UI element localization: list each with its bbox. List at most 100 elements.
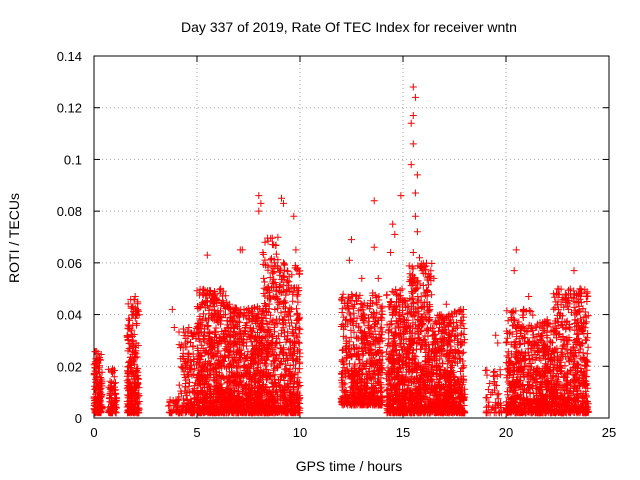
data-point <box>273 334 281 342</box>
data-point <box>215 340 223 348</box>
data-point <box>131 389 139 397</box>
data-point <box>262 397 270 405</box>
data-point <box>132 408 140 416</box>
data-point <box>214 394 222 402</box>
data-point <box>98 368 106 376</box>
data-point <box>295 339 303 347</box>
data-point <box>131 344 139 351</box>
data-point <box>248 401 255 409</box>
data-point <box>129 350 137 358</box>
data-point <box>280 281 288 289</box>
data-point <box>212 324 220 332</box>
data-point <box>204 302 211 309</box>
data-point <box>127 390 135 398</box>
data-point <box>266 318 274 326</box>
data-point <box>262 314 270 322</box>
data-point <box>212 364 220 372</box>
data-point <box>279 272 287 280</box>
data-point <box>96 408 104 416</box>
data-point <box>270 366 277 374</box>
data-point <box>271 321 278 329</box>
data-point <box>208 336 216 344</box>
data-point <box>91 348 99 356</box>
data-point <box>252 371 260 379</box>
data-point <box>231 387 239 395</box>
data-point <box>217 373 225 381</box>
data-point <box>213 347 221 355</box>
data-point <box>285 395 293 403</box>
data-point <box>259 319 267 327</box>
data-point <box>236 390 244 397</box>
data-point <box>252 407 260 415</box>
data-point <box>207 341 214 349</box>
data-point <box>295 270 303 278</box>
data-point <box>203 323 211 331</box>
data-point <box>252 391 260 399</box>
data-point <box>228 368 236 376</box>
data-point <box>295 346 303 354</box>
data-point <box>135 384 143 392</box>
data-point <box>273 293 281 301</box>
data-point <box>178 409 185 417</box>
data-point <box>216 374 224 382</box>
data-point <box>269 269 277 277</box>
data-point <box>124 321 132 329</box>
data-point <box>247 357 255 365</box>
data-point <box>209 353 217 361</box>
data-point <box>264 261 272 269</box>
data-point <box>217 362 225 369</box>
data-point <box>229 404 237 412</box>
data-point <box>196 315 204 323</box>
data-point <box>496 371 504 379</box>
data-point <box>262 371 270 379</box>
data-point <box>131 314 139 322</box>
data-point <box>92 378 100 386</box>
data-point <box>291 401 299 409</box>
data-point <box>383 291 391 299</box>
data-point <box>233 407 241 415</box>
data-point <box>129 303 137 311</box>
data-point <box>254 395 262 403</box>
data-point <box>264 237 272 245</box>
data-point <box>204 328 212 336</box>
data-point <box>234 393 242 401</box>
data-point <box>254 305 262 313</box>
data-point <box>495 390 503 398</box>
data-point <box>241 405 249 413</box>
data-point <box>282 407 290 415</box>
data-point <box>275 408 283 416</box>
data-point <box>277 288 285 296</box>
data-point <box>227 313 234 321</box>
data-point <box>268 255 275 263</box>
data-point <box>271 328 278 336</box>
data-point <box>215 313 223 321</box>
data-point <box>295 391 303 399</box>
data-point <box>196 407 204 415</box>
data-point <box>286 312 294 320</box>
data-point <box>269 371 277 379</box>
data-point <box>284 277 291 285</box>
data-point <box>228 353 236 361</box>
data-point <box>269 316 277 324</box>
data-point <box>276 376 284 384</box>
data-point <box>486 380 494 387</box>
data-point <box>106 391 114 399</box>
data-point <box>246 375 254 383</box>
data-point <box>213 299 221 306</box>
data-point <box>290 332 298 340</box>
data-point <box>357 328 365 336</box>
data-point <box>271 279 279 286</box>
data-point <box>135 311 143 319</box>
data-point <box>221 352 229 360</box>
data-point <box>127 404 134 412</box>
data-point <box>294 298 302 306</box>
data-point <box>211 386 219 394</box>
data-point <box>270 404 277 411</box>
data-point <box>244 365 252 373</box>
data-point <box>187 395 195 403</box>
data-point <box>131 380 139 387</box>
data-point <box>246 408 254 416</box>
data-point <box>197 368 205 376</box>
data-point <box>232 304 240 312</box>
data-point <box>203 393 210 400</box>
